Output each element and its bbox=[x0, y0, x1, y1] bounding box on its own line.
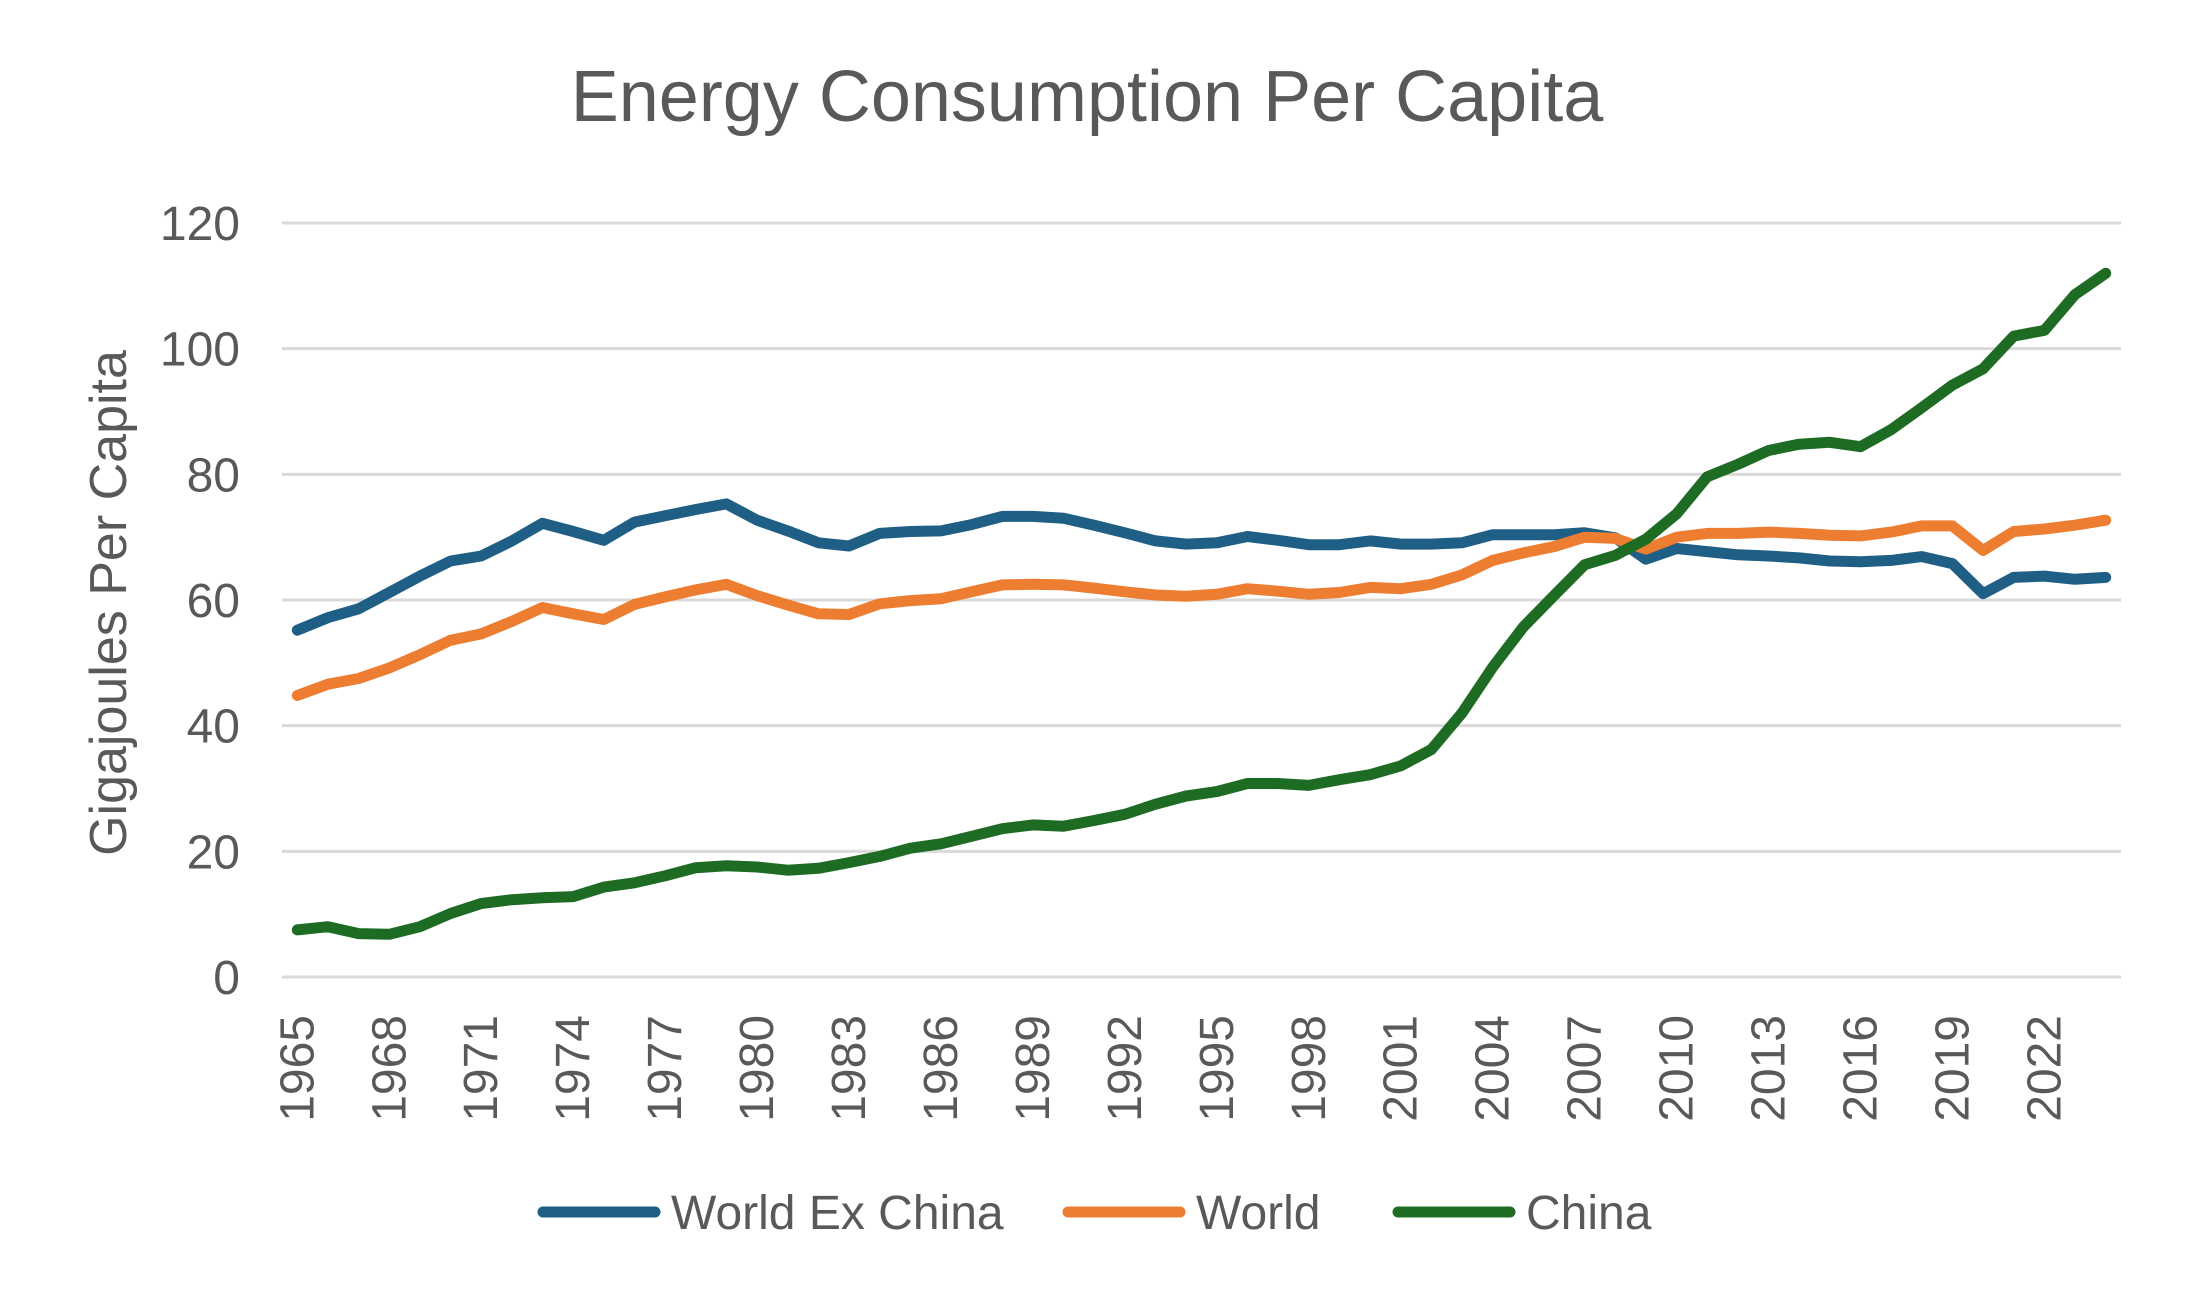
gridlines bbox=[282, 221, 2121, 979]
series-line-world-ex-china bbox=[291, 498, 2112, 636]
legend-label: China bbox=[1526, 1187, 1652, 1240]
x-tick-label: 1971 bbox=[455, 1015, 508, 1122]
x-tick-label: 1983 bbox=[823, 1015, 876, 1122]
y-tick-label: 100 bbox=[160, 324, 240, 377]
x-tick-label: 2007 bbox=[1559, 1015, 1612, 1122]
x-tick-label: 1986 bbox=[915, 1015, 968, 1122]
x-tick-label: 2019 bbox=[1926, 1015, 1979, 1122]
y-tick-label: 20 bbox=[187, 826, 240, 879]
x-tick-label: 1998 bbox=[1283, 1015, 1336, 1122]
x-tick-label: 1968 bbox=[363, 1015, 416, 1122]
x-tick-label: 2016 bbox=[1834, 1015, 1887, 1122]
y-axis-label: Gigajoules Per Capita bbox=[80, 350, 138, 856]
y-axis-ticks: 0 20 40 60 80 100 120 bbox=[160, 198, 240, 1005]
y-tick-label: 120 bbox=[160, 198, 240, 251]
legend-label: World bbox=[1196, 1187, 1320, 1240]
series-lines bbox=[291, 267, 2112, 940]
x-tick-label: 1995 bbox=[1191, 1015, 1244, 1122]
x-tick-label: 2013 bbox=[1743, 1015, 1796, 1122]
series-line-world bbox=[291, 514, 2112, 701]
y-tick-label: 0 bbox=[213, 952, 240, 1005]
x-tick-label: 2004 bbox=[1467, 1015, 1520, 1122]
legend-label: World Ex China bbox=[671, 1187, 1004, 1240]
series-line-china bbox=[291, 267, 2112, 940]
y-tick-label: 60 bbox=[187, 575, 240, 628]
x-tick-label: 1989 bbox=[1007, 1015, 1060, 1122]
y-tick-label: 80 bbox=[187, 449, 240, 502]
x-tick-label: 2001 bbox=[1375, 1015, 1428, 1122]
y-tick-label: 40 bbox=[187, 701, 240, 754]
x-tick-label: 1977 bbox=[639, 1015, 692, 1122]
x-tick-label: 1974 bbox=[547, 1015, 600, 1122]
x-tick-label: 2010 bbox=[1651, 1015, 1704, 1122]
legend: World Ex China World China bbox=[537, 1187, 1652, 1240]
x-axis-ticks: 1965 1968 1971 1974 1977 1980 1983 1986 1989 1992… bbox=[271, 1015, 2071, 1122]
chart-title: Energy Consumption Per Capita bbox=[571, 57, 1604, 137]
x-tick-label: 2022 bbox=[2018, 1015, 2071, 1122]
x-tick-label: 1965 bbox=[271, 1015, 324, 1122]
x-tick-label: 1980 bbox=[731, 1015, 784, 1122]
x-tick-label: 1992 bbox=[1099, 1015, 1152, 1122]
